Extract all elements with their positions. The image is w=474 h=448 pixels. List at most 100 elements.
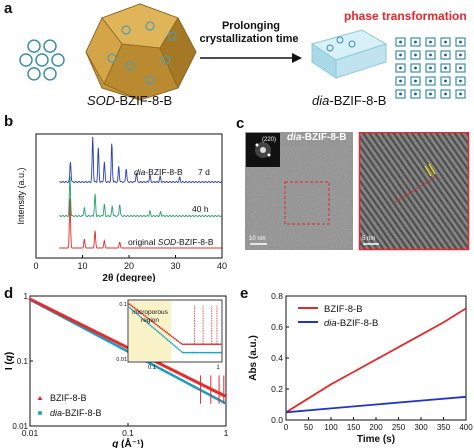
scale-label-right: 5 nm	[362, 236, 376, 242]
inset-point-bzif	[139, 311, 142, 314]
inset-point-bzif	[150, 320, 153, 322]
inset-point-dia	[129, 307, 131, 309]
inset-point-dia	[210, 351, 213, 354]
inset-point-bzif	[203, 343, 206, 346]
inset-point-dia	[135, 312, 138, 315]
inset-point-bzif	[147, 317, 150, 320]
inset-point-bzif	[181, 343, 184, 346]
lattice-measure-line	[394, 175, 438, 203]
inset-point-dia	[151, 325, 153, 328]
inset-point-bzif	[138, 310, 140, 313]
saxs-ytick-label: 0.1	[17, 357, 29, 366]
inset-point-dia	[166, 339, 169, 341]
sod-label-italic: SOD	[87, 93, 116, 108]
inset-xtick-label: 1	[216, 365, 220, 371]
inset-point-bzif	[141, 312, 144, 315]
inset-point-dia	[184, 351, 186, 354]
inset-point-dia	[205, 351, 208, 354]
inset-point-bzif	[164, 330, 167, 333]
panel-b-label: b	[4, 113, 14, 130]
inset-point-dia	[196, 351, 199, 354]
xrd-ylabel: Intensity (a.u.)	[16, 167, 26, 224]
sod-label-rest: -BZIF-8-B	[115, 93, 173, 108]
inset-point-bzif	[200, 343, 203, 346]
abs-ylabel: Abs (a.u.)	[248, 335, 259, 381]
inset-point-dia	[158, 332, 161, 335]
inset-point-dia	[177, 348, 180, 351]
sod-crystal-polyhedron	[85, 3, 197, 101]
inset-point-dia	[162, 335, 164, 337]
inset-point-dia	[169, 341, 172, 344]
abs-xtick-label: 100	[324, 423, 338, 432]
inset-point-dia	[168, 340, 171, 343]
inset-point-bzif	[167, 333, 170, 335]
inset-point-dia	[144, 320, 147, 323]
inset-point-bzif	[177, 340, 180, 343]
inset-point-dia	[202, 351, 205, 354]
inset-point-bzif	[158, 326, 161, 328]
abs-ytick-label: 0.6	[271, 322, 283, 332]
inset-point-dia	[216, 351, 219, 354]
inset-point-dia	[220, 351, 222, 354]
inset-point-bzif	[163, 329, 165, 332]
xrd-xtick-label: 40	[217, 261, 227, 271]
inset-point-bzif	[130, 304, 133, 307]
inset-point-dia	[204, 351, 207, 354]
xrd-xtick-label: 0	[33, 261, 38, 271]
tem-hr-image	[358, 132, 470, 251]
inset-point-dia	[132, 309, 135, 312]
inset-point-dia	[191, 351, 194, 354]
inset-point-bzif	[172, 336, 175, 339]
inset-point-bzif	[127, 302, 129, 304]
xrd-label-original: original SOD-BZIF-8-B	[128, 237, 214, 247]
xrd-series-line	[59, 136, 223, 184]
inset-point-bzif	[136, 309, 139, 312]
arrow-label-line2: crystallization time	[199, 33, 299, 45]
inset-point-dia	[201, 351, 204, 354]
abs-plot-frame	[285, 295, 467, 421]
abs-series-line	[285, 395, 467, 414]
dia-crystal-slab	[310, 29, 388, 79]
inset-ytick-label: 0.1	[119, 302, 127, 308]
inset-point-dia	[180, 350, 183, 353]
inset-point-bzif	[178, 341, 181, 344]
inset-point-dia	[165, 337, 168, 340]
inset-point-bzif	[134, 308, 137, 310]
inset-xtick-label: 0.1	[148, 365, 157, 371]
inset-point-bzif	[156, 324, 159, 327]
xrd-xlabel: 2θ (degree)	[102, 273, 155, 282]
inset-annotation-line1: microporous	[132, 309, 169, 316]
inset-point-bzif	[152, 321, 154, 324]
inset-point-dia	[179, 349, 182, 352]
inset-point-dia	[215, 351, 218, 354]
abs-xtick-label: 150	[347, 423, 361, 432]
saxs-xtick-label: 0.1	[122, 428, 134, 438]
saxs-xtick-label: 1	[224, 428, 229, 438]
inset-point-bzif	[145, 316, 148, 319]
inset-point-dia	[188, 351, 191, 354]
inset-point-dia	[199, 351, 202, 354]
inset-point-dia	[154, 328, 157, 331]
panel-a-label: a	[4, 0, 13, 17]
inset-point-dia	[187, 351, 189, 354]
dia-label-italic: dia	[312, 93, 330, 108]
inset-point-dia	[152, 327, 155, 329]
sod-bzif-label: SOD-BZIF-8-B	[87, 93, 172, 108]
panel-d-label: d	[4, 285, 14, 302]
xrd-series-line	[59, 176, 223, 218]
fft-label: (220)	[262, 137, 277, 143]
inset-point-dia	[194, 351, 197, 354]
inset-point-bzif	[155, 323, 158, 326]
inset-point-bzif	[166, 331, 169, 334]
inset-point-dia	[190, 351, 193, 354]
inset-point-bzif	[161, 328, 164, 331]
tem-title-rest: -BZIF-8-B	[301, 132, 347, 143]
abs-xtick-label: 350	[437, 423, 451, 432]
inset-point-bzif	[191, 343, 194, 346]
inset-point-bzif	[205, 343, 208, 346]
process-arrow-head	[292, 53, 302, 63]
inset-point-dia	[182, 351, 185, 354]
abs-ytick-label: 0.8	[271, 291, 283, 301]
inset-point-bzif	[174, 337, 176, 340]
inset-point-dia	[138, 315, 141, 317]
